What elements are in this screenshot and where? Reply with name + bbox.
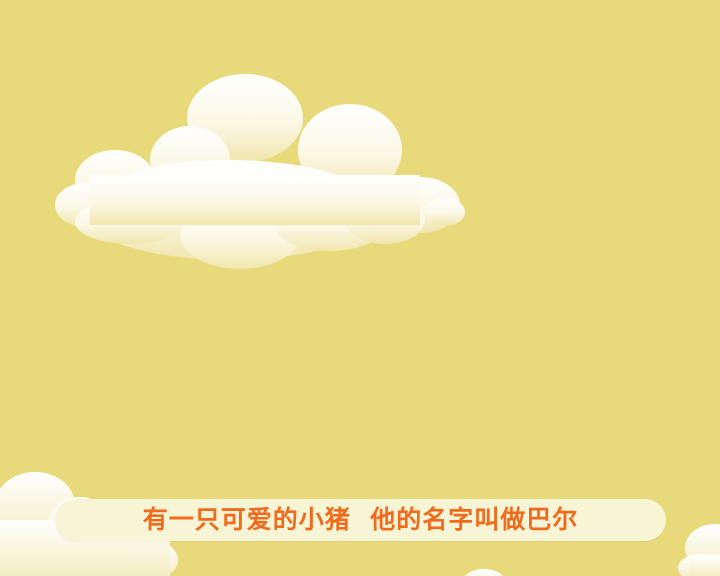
subtitle-bar: 有一只可爱的小猪 他的名字叫做巴尔 <box>55 499 666 541</box>
bottom-center-cloud <box>465 569 503 576</box>
bottom-right-cloud <box>678 524 720 576</box>
large-cloud <box>55 74 465 269</box>
subtitle-text: 有一只可爱的小猪 他的名字叫做巴尔 <box>142 505 579 534</box>
